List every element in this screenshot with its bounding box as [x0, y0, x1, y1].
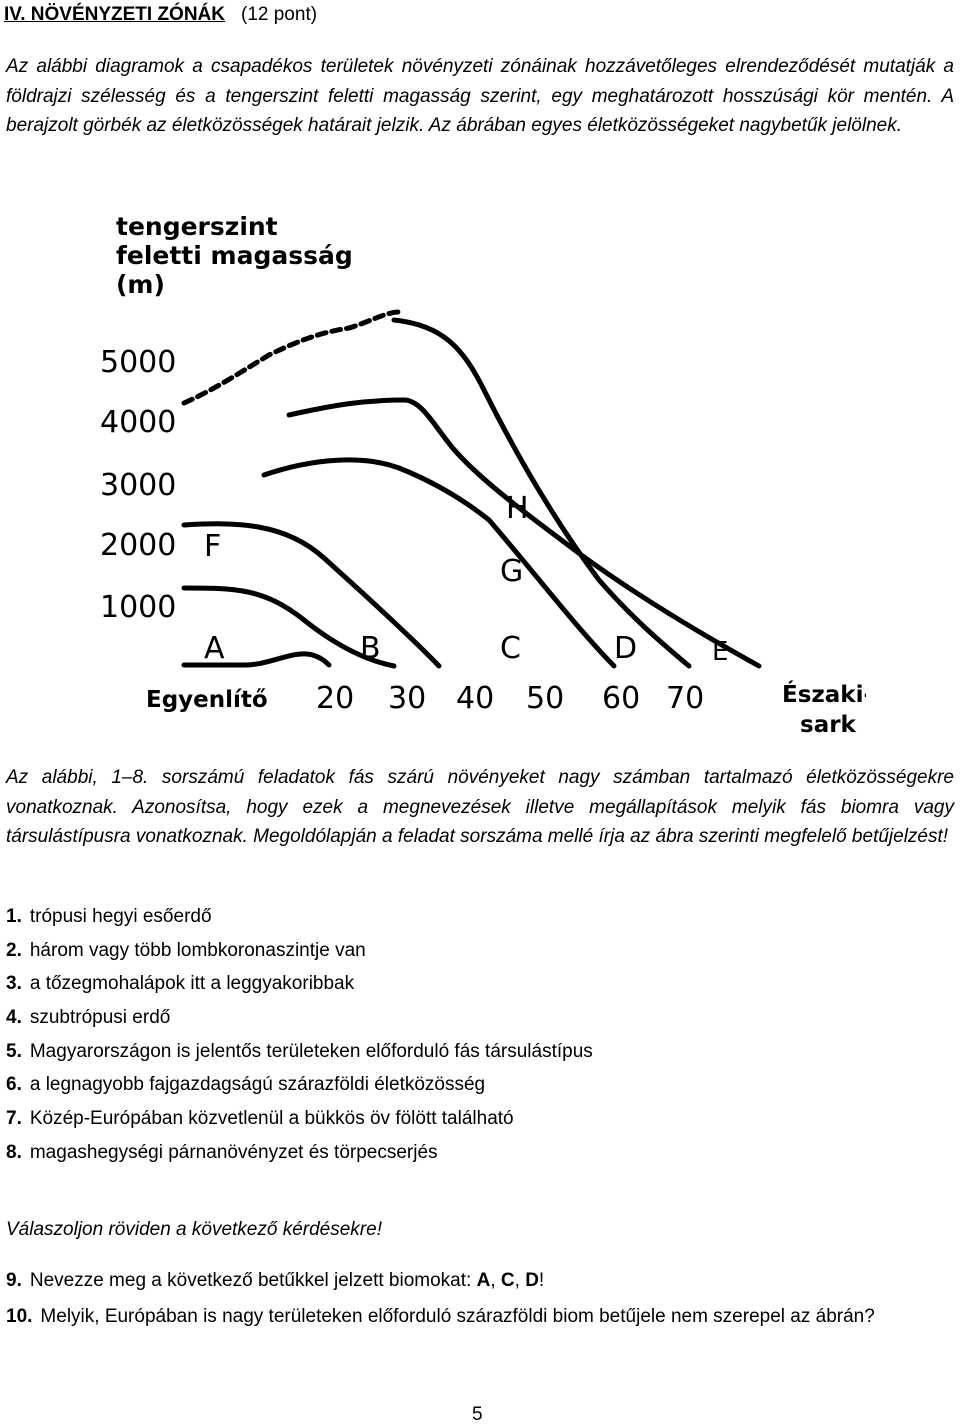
zone-letter-G: G [500, 554, 523, 589]
vegetation-zone-figure: tengerszint feletti magasság (m) 5000 40… [94, 200, 866, 745]
instructions-line-2: Azonosítsa, hogy ezek a megnevezések ill… [6, 796, 954, 848]
ylabel-line-3: (m) [116, 270, 165, 299]
zone-boundary-curve-3 [181, 521, 442, 669]
list-item: 6. a legnagyobb fajgazdagságú szárazföldi… [6, 1074, 486, 1096]
zone-letter-F: F [204, 529, 221, 564]
instructions-paragraph: Az alábbi, 1–8. sorszámú feladatok fás s… [6, 763, 954, 852]
ylabel-line-1: tengerszint [116, 212, 278, 241]
ylabel-line-2: feletti magasság [116, 241, 353, 270]
section-title: IV. NÖVÉNYZETI ZÓNÁK [4, 4, 225, 25]
xtick-north-pole-line-2: sark [800, 712, 857, 738]
zone-letter-A: A [204, 631, 225, 666]
xtick-30: 30 [388, 681, 426, 716]
zone-boundary-curve-1 [181, 651, 332, 668]
zone-diagram: tengerszint feletti magasság (m) 5000 40… [94, 200, 866, 745]
intro-paragraph: Az alábbi diagramok a csapadékos terület… [6, 56, 954, 136]
list-item: 4. szubtrópusi erdő [6, 1007, 171, 1029]
ytick-3000: 3000 [100, 468, 176, 503]
zone-boundary-curve-2 [181, 585, 397, 669]
list-item: 3. a tőzegmohalápok itt a leggyakoribbak [6, 973, 355, 995]
xtick-equator: Egyenlítő [146, 687, 268, 713]
zone-letter-C: C [500, 631, 521, 666]
list-item: 5. Magyarországon is jelentős területeken… [6, 1040, 593, 1062]
ytick-1000: 1000 [100, 590, 176, 625]
xtick-20: 20 [316, 681, 354, 716]
ytick-5000: 5000 [100, 345, 176, 380]
zone-boundary-curve-5 [286, 397, 762, 669]
xtick-50: 50 [526, 681, 564, 716]
ytick-2000: 2000 [100, 528, 176, 563]
xtick-north-pole-line-1: Északi- [782, 680, 866, 708]
xtick-60: 60 [602, 681, 640, 716]
zone-boundary-curve-4 [261, 457, 617, 669]
dashed-boundary-curve [181, 309, 402, 406]
list-item: 1. trópusi hegyi esőerdő [6, 906, 212, 927]
page-number: 5 [472, 1404, 483, 1425]
zone-boundary-curve-6 [391, 317, 692, 669]
question-9: 9. Nevezze meg a következő betűkkel jelze… [6, 1270, 545, 1291]
instructions-line-1: Az alábbi, 1–8. sorszámú feladatok fás s… [6, 767, 954, 818]
list-item: 8. magashegységi párnanövényzet és törpec… [6, 1141, 438, 1163]
xtick-70: 70 [666, 681, 704, 716]
xtick-40: 40 [456, 681, 494, 716]
list-item: 2. három vagy több lombkoronaszintje van [6, 939, 366, 961]
short-answer-prompt: Válaszoljon röviden a következő kérdések… [6, 1219, 382, 1240]
zone-letter-D: D [614, 631, 637, 666]
section-heading: IV. NÖVÉNYZETI ZÓNÁK (12 pont) [4, 4, 317, 26]
ytick-4000: 4000 [100, 405, 176, 440]
list-item: 7. Közép-Európában közvetlenül a bükkös ö… [6, 1108, 514, 1130]
question-10: 10. Melyik, Európában is nagy területeken… [6, 1306, 875, 1327]
task-list: 1. trópusi hegyi esőerdő 2. három vagy töb… [6, 900, 593, 1170]
section-points: (12 pont) [241, 4, 318, 25]
